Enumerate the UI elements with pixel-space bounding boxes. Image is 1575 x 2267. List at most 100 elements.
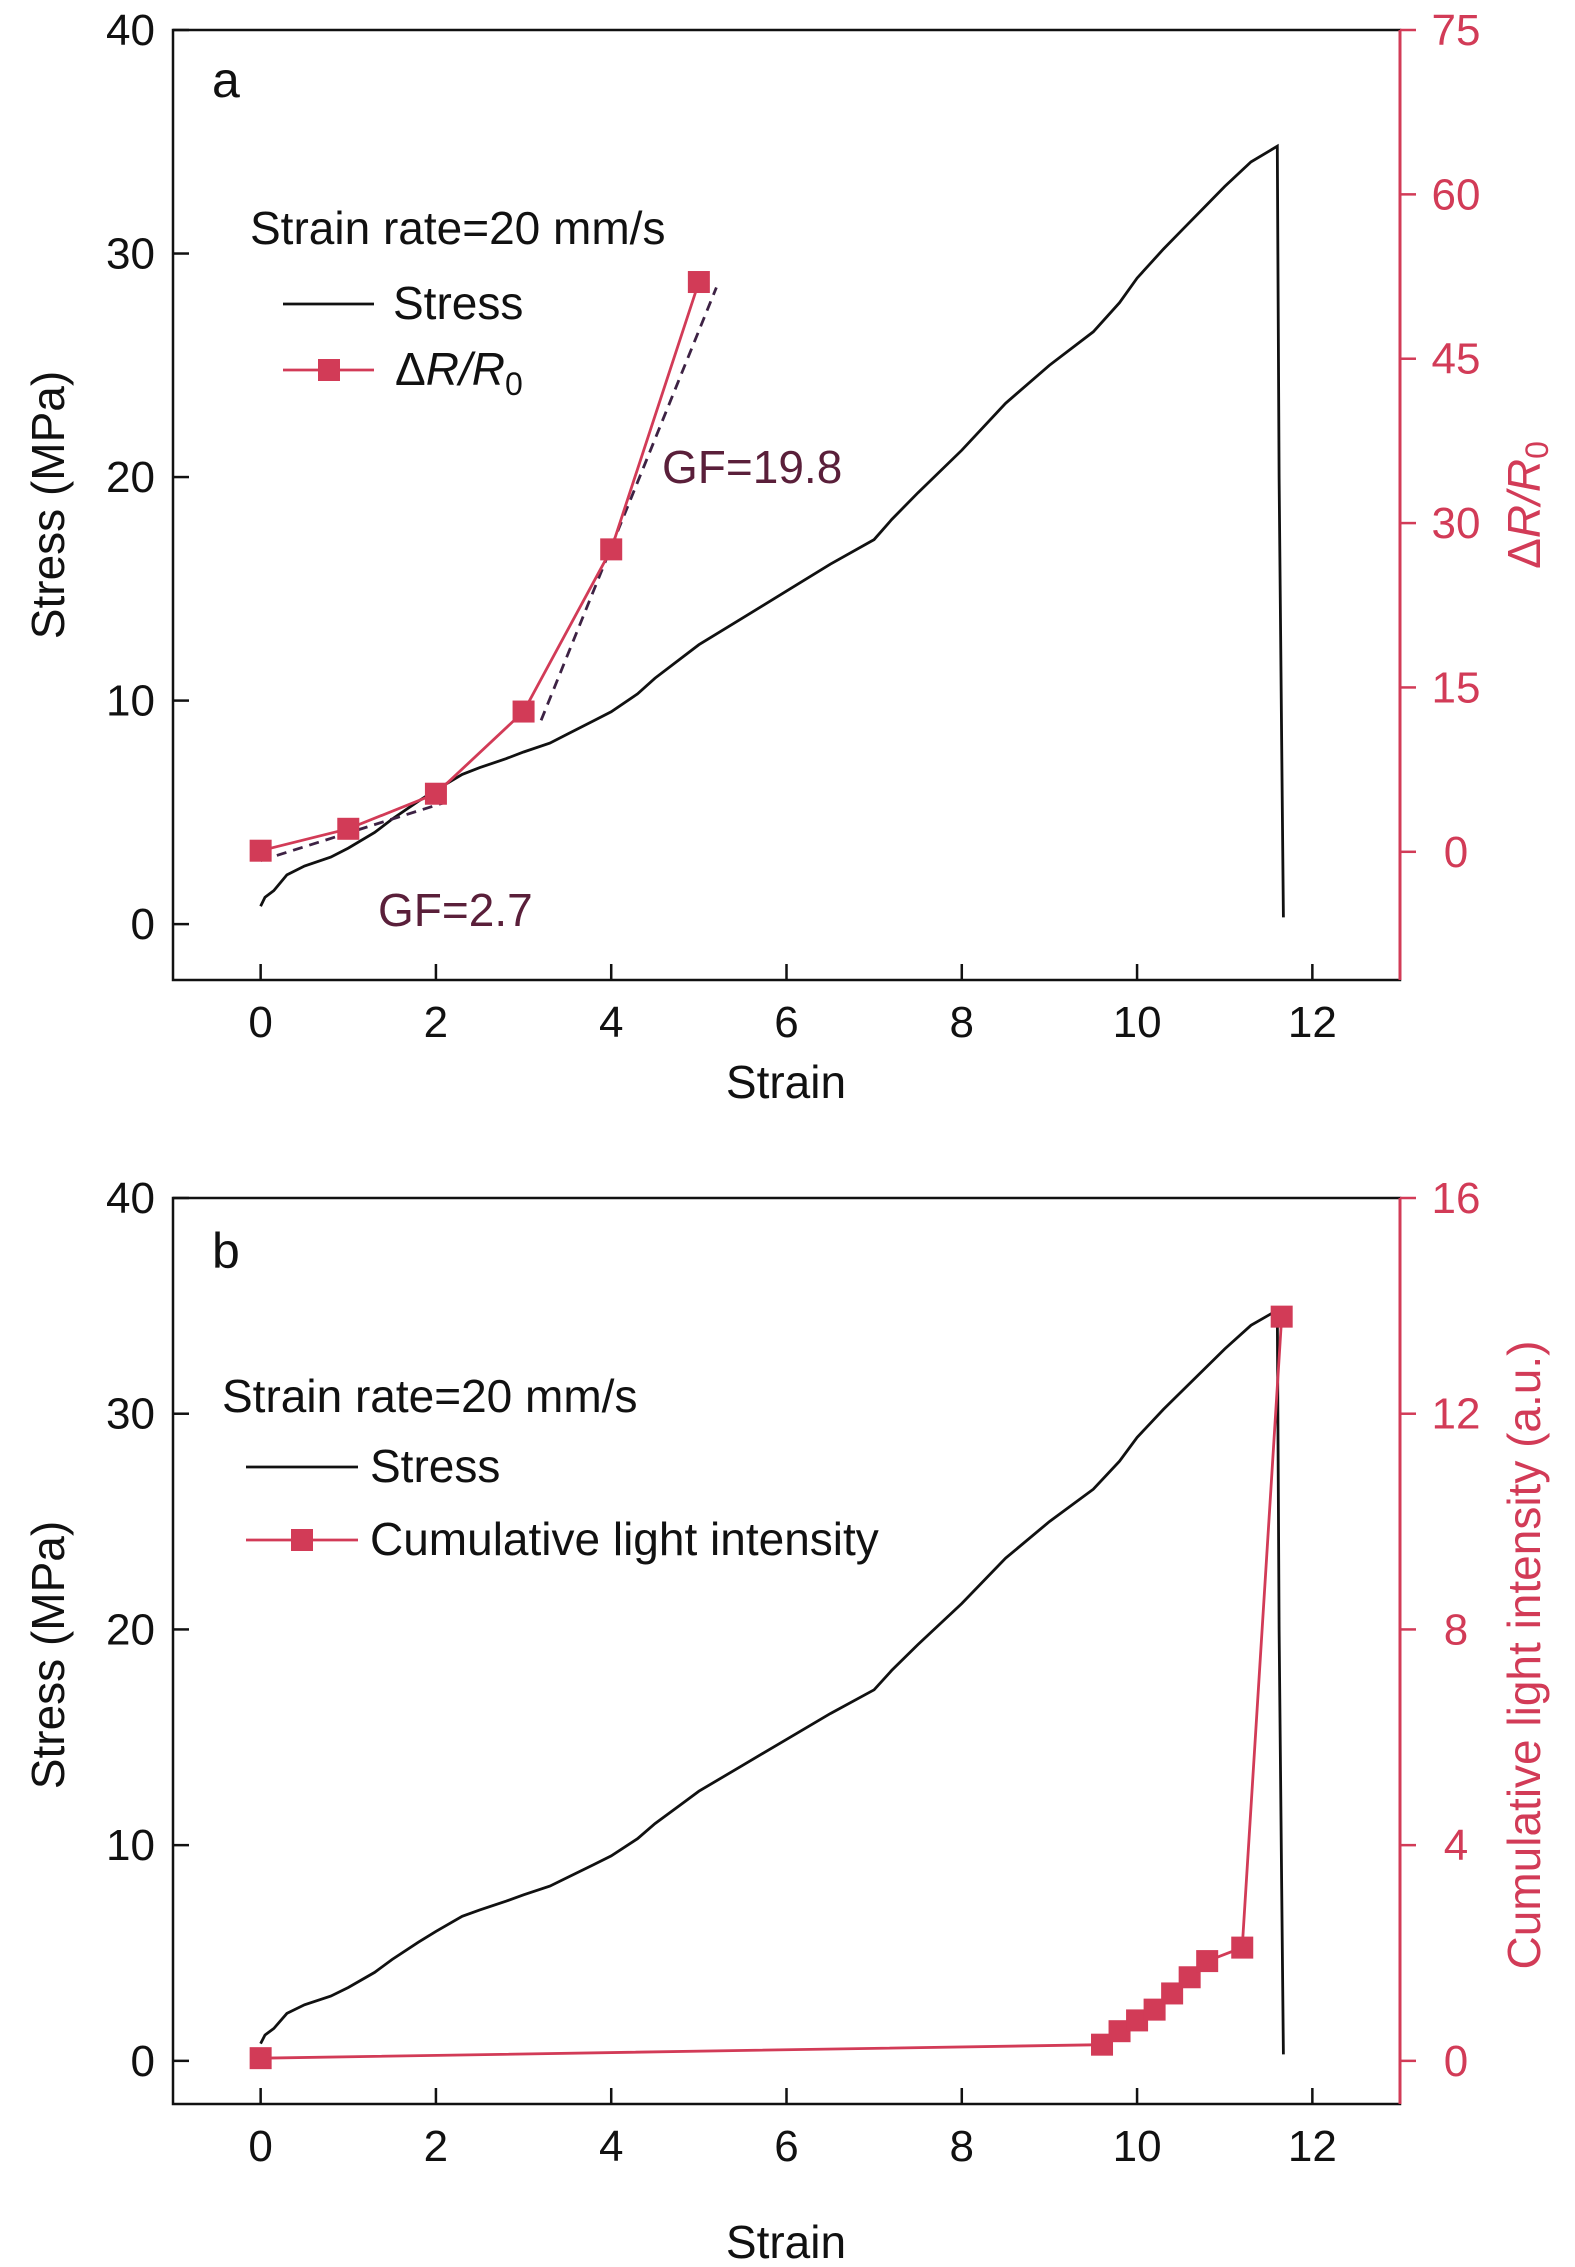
x-tick-label: 2 bbox=[424, 2122, 448, 2171]
y2-tick-label: 16 bbox=[1432, 1174, 1481, 1223]
x-tick-label: 2 bbox=[424, 998, 448, 1047]
x-tick-label: 10 bbox=[1113, 2122, 1162, 2171]
y-tick-label: 30 bbox=[106, 1390, 155, 1439]
x-tick-label: 8 bbox=[950, 998, 974, 1047]
light-intensity-markers bbox=[249, 1305, 1293, 2070]
gauge-factor-fits bbox=[260, 286, 718, 862]
legend-part-slash: / bbox=[456, 343, 476, 395]
light-intensity-line bbox=[260, 1316, 1284, 2060]
y-tick-label: 30 bbox=[106, 230, 155, 279]
x-tick-label: 6 bbox=[774, 998, 798, 1047]
plot-area-a bbox=[249, 143, 1285, 918]
y-tick-label: 40 bbox=[106, 1174, 155, 1223]
gf-label-low: GF=2.7 bbox=[378, 884, 533, 936]
x-ticks-a: 0 2 4 6 8 10 12 bbox=[248, 964, 1337, 1047]
resistance-markers bbox=[249, 271, 710, 862]
y2-title-part-r: R bbox=[1498, 505, 1550, 538]
y-tick-label: 10 bbox=[106, 1821, 155, 1870]
light-intensity-point bbox=[1161, 1982, 1184, 2005]
resistance-point bbox=[337, 817, 360, 840]
y2-tick-label: 12 bbox=[1432, 1390, 1481, 1439]
legend-light-label: Cumulative light intensity bbox=[370, 1513, 879, 1565]
x-tick-label: 8 bbox=[950, 2122, 974, 2171]
panel-label-a: a bbox=[212, 52, 240, 108]
y2-tick-label: 45 bbox=[1432, 335, 1481, 384]
y2-tick-label: 8 bbox=[1444, 1605, 1468, 1654]
y-ticks-a: 0 10 20 30 40 bbox=[106, 6, 189, 949]
y2-title-part-sub: 0 bbox=[1519, 441, 1555, 459]
light-intensity-point bbox=[1108, 2020, 1131, 2043]
gf-label-high: GF=19.8 bbox=[662, 441, 842, 493]
x-axis-title-a: Strain bbox=[726, 1056, 846, 1108]
y2-tick-label: 0 bbox=[1444, 2037, 1468, 2086]
y-tick-label: 0 bbox=[131, 900, 155, 949]
resistance-point bbox=[600, 538, 623, 561]
y-axis-title-a: Stress (MPa) bbox=[22, 371, 74, 639]
y2-axis-title-a: ΔR/R0 bbox=[1498, 441, 1555, 569]
light-intensity-point bbox=[1126, 2009, 1149, 2032]
y-axis-title-b: Stress (MPa) bbox=[22, 1521, 74, 1789]
x-tick-label: 0 bbox=[248, 2122, 272, 2171]
y-tick-label: 0 bbox=[131, 2037, 155, 2086]
gauge-factor-fit-line bbox=[539, 286, 718, 721]
resistance-point bbox=[249, 839, 272, 862]
light-intensity-point bbox=[249, 2047, 272, 2070]
legend-resistance-swatch-marker bbox=[318, 359, 340, 381]
panel-a: 0 2 4 6 8 10 12 0 10 20 30 40 0 15 30 45 60 75 a Strain… bbox=[22, 6, 1555, 1108]
legend-b: Strain rate=20 mm/s Stress Cumulative li… bbox=[222, 1370, 879, 1565]
y2-ticks-b: 0 4 8 12 16 bbox=[1400, 1174, 1480, 2086]
x-axis-title-b: Strain bbox=[726, 2216, 846, 2267]
x-tick-label: 4 bbox=[599, 998, 623, 1047]
stress-line-a bbox=[259, 143, 1285, 918]
light-intensity-point bbox=[1270, 1305, 1293, 1328]
panel-label-b: b bbox=[212, 1223, 240, 1279]
legend-part-sub: 0 bbox=[505, 366, 523, 402]
legend-part-delta: Δ bbox=[395, 343, 426, 395]
legend-part-r0: R bbox=[472, 343, 505, 395]
x-tick-label: 0 bbox=[248, 998, 272, 1047]
resistance-point bbox=[512, 700, 535, 723]
x-tick-label: 6 bbox=[774, 2122, 798, 2171]
resistance-point bbox=[424, 782, 447, 805]
x-ticks-b: 0 2 4 6 8 10 12 bbox=[248, 2088, 1337, 2171]
panel-b: 0 2 4 6 8 10 12 0 10 20 30 40 0 4 8 12 16 b Strain Str… bbox=[22, 1174, 1550, 2267]
legend-light-swatch-marker bbox=[291, 1529, 313, 1551]
stress-line-b bbox=[259, 1307, 1285, 2055]
light-intensity-point bbox=[1143, 1998, 1166, 2021]
y2-axis-title-b: Cumulative light intensity (a.u.) bbox=[1498, 1341, 1550, 1970]
y-tick-label: 20 bbox=[106, 453, 155, 502]
y2-title-part-delta: Δ bbox=[1498, 538, 1550, 569]
y2-title-part-r0: R bbox=[1498, 459, 1550, 492]
x-tick-label: 10 bbox=[1113, 998, 1162, 1047]
x-tick-label: 4 bbox=[599, 2122, 623, 2171]
y2-tick-label: 4 bbox=[1444, 1821, 1468, 1870]
gauge-factor-fit-line bbox=[260, 801, 446, 862]
y-tick-label: 10 bbox=[106, 677, 155, 726]
y-tick-label: 20 bbox=[106, 1605, 155, 1654]
legend-title-b: Strain rate=20 mm/s bbox=[222, 1370, 637, 1422]
legend-a: Strain rate=20 mm/s Stress ΔR/R0 bbox=[250, 202, 665, 402]
x-tick-label: 12 bbox=[1288, 998, 1337, 1047]
y2-ticks-a: 0 15 30 45 60 75 bbox=[1400, 6, 1480, 877]
resistance-line bbox=[260, 281, 701, 853]
y2-tick-label: 30 bbox=[1432, 499, 1481, 548]
legend-title-a: Strain rate=20 mm/s bbox=[250, 202, 665, 254]
y2-tick-label: 15 bbox=[1432, 663, 1481, 712]
y2-tick-label: 0 bbox=[1444, 828, 1468, 877]
plot-area-b bbox=[249, 1305, 1293, 2070]
y2-tick-label: 75 bbox=[1432, 6, 1481, 55]
legend-part-r: R bbox=[426, 343, 459, 395]
legend-stress-label-a: Stress bbox=[393, 277, 523, 329]
legend-stress-label-b: Stress bbox=[370, 1440, 500, 1492]
y-tick-label: 40 bbox=[106, 6, 155, 55]
y2-tick-label: 60 bbox=[1432, 170, 1481, 219]
legend-resistance-label: ΔR/R0 bbox=[395, 343, 523, 402]
resistance-point bbox=[687, 271, 710, 294]
y2-title-part-slash: / bbox=[1498, 488, 1550, 508]
light-intensity-point bbox=[1091, 2033, 1114, 2056]
light-intensity-point bbox=[1196, 1950, 1219, 1973]
light-intensity-point bbox=[1178, 1966, 1201, 1989]
x-tick-label: 12 bbox=[1288, 2122, 1337, 2171]
y-ticks-b: 0 10 20 30 40 bbox=[106, 1174, 189, 2086]
